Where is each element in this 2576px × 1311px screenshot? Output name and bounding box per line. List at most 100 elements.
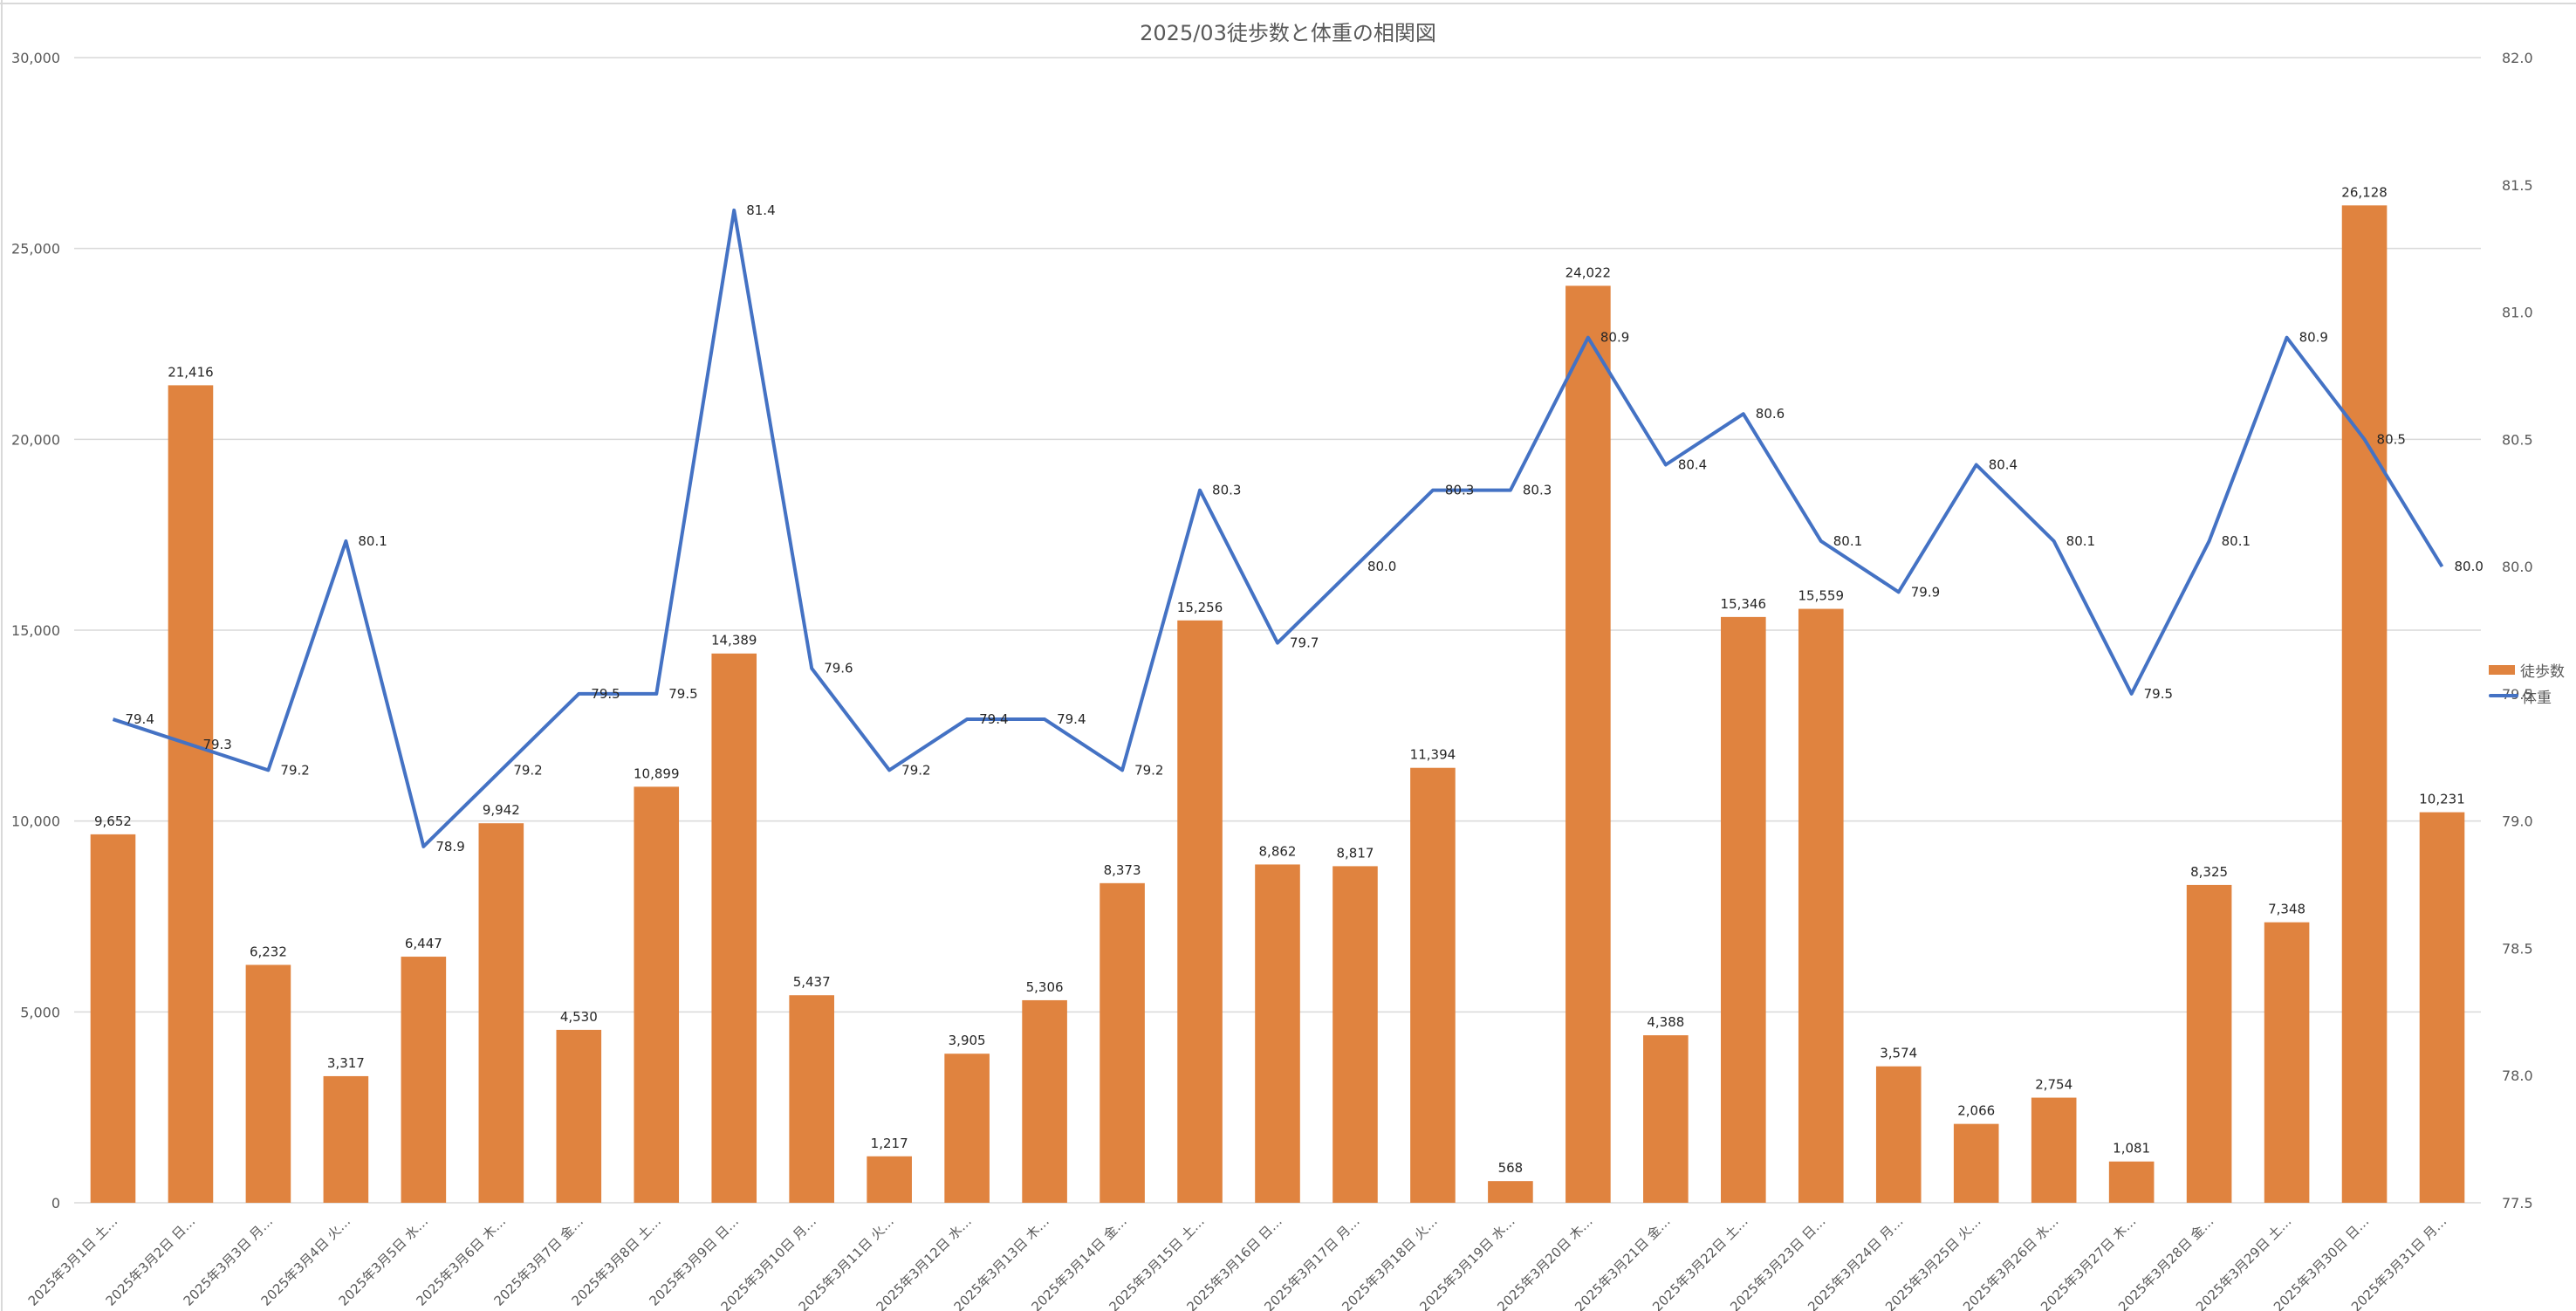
chart-title: 2025/03徒歩数と体重の相関図 [1140, 21, 1436, 45]
bar-data-label: 8,373 [1104, 862, 1141, 878]
legend-swatch-bar [2489, 664, 2515, 675]
bar [1100, 882, 1145, 1203]
line-data-label: 79.9 [1911, 584, 1940, 600]
line-data-label: 79.2 [280, 762, 309, 778]
y-right-tick-label: 81.5 [2502, 177, 2533, 194]
bar-data-label: 2,066 [1957, 1103, 1995, 1119]
line-data-label: 79.2 [1134, 762, 1163, 778]
bar [711, 653, 757, 1203]
bar-data-label: 3,574 [1880, 1046, 1917, 1061]
y-right-tick-label: 80.5 [2502, 431, 2533, 448]
line-data-label: 79.5 [591, 686, 620, 702]
bar-data-label: 8,862 [1259, 843, 1297, 859]
legend-label: 徒歩数 [2520, 662, 2565, 681]
bar [2108, 1161, 2155, 1203]
line-data-label: 80.0 [2455, 559, 2484, 574]
bar-data-label: 5,437 [793, 974, 831, 990]
bar [1177, 620, 1223, 1203]
line-data-label: 80.1 [2066, 533, 2095, 549]
y-right-tick-label: 78.0 [2502, 1067, 2533, 1084]
bar-data-label: 10,899 [634, 765, 680, 781]
bar-data-label: 21,416 [168, 364, 214, 380]
bar [1333, 866, 1378, 1203]
bar-data-label: 8,817 [1336, 845, 1374, 861]
bar [1255, 864, 1300, 1203]
bar-data-label: 6,232 [250, 944, 287, 959]
line-data-label: 79.4 [979, 711, 1008, 727]
line-data-label: 80.3 [1445, 483, 1474, 498]
line-data-label: 78.9 [435, 839, 464, 855]
bar [634, 786, 680, 1203]
bar [2341, 205, 2388, 1204]
bar [1410, 767, 1456, 1203]
bar [1565, 285, 1611, 1203]
legend-label: 体重 [2522, 689, 2552, 707]
line-data-label: 79.2 [513, 762, 542, 778]
line-data-label: 80.0 [1367, 559, 1396, 574]
bar-data-label: 3,905 [949, 1033, 986, 1048]
line-data-label: 80.4 [1989, 456, 2018, 472]
legend-swatch-line [2489, 694, 2518, 697]
y-left-tick-label: 0 [51, 1195, 60, 1211]
bar [1721, 616, 1766, 1203]
bar-data-label: 24,022 [1565, 264, 1612, 280]
bar-data-label: 9,652 [94, 813, 132, 829]
y-left-tick-label: 10,000 [11, 813, 60, 830]
bar-data-label: 4,388 [1647, 1014, 1684, 1030]
line-data-label: 80.9 [1600, 330, 1629, 346]
line-data-label: 80.1 [358, 533, 387, 549]
y-left-tick-label: 15,000 [11, 622, 60, 639]
line-data-label: 79.3 [202, 737, 231, 752]
line-data-label: 79.5 [2144, 686, 2173, 702]
y-right-tick-label: 81.0 [2502, 305, 2533, 321]
bar [789, 995, 834, 1203]
y-right-tick-label: 78.5 [2502, 940, 2533, 957]
y-left-tick-label: 25,000 [11, 241, 60, 257]
legend-item-weight: 体重 [2489, 683, 2565, 709]
legend-item-steps: 徒歩数 [2489, 656, 2565, 683]
bar-data-label: 3,317 [327, 1055, 365, 1071]
bar-data-label: 9,942 [483, 802, 520, 818]
bar-data-label: 15,559 [1798, 588, 1845, 604]
bar [1953, 1123, 1999, 1203]
bar [245, 964, 291, 1203]
bar-data-label: 2,754 [2035, 1077, 2072, 1093]
bar [1022, 999, 1067, 1203]
bar-data-label: 14,389 [711, 633, 757, 649]
bar [556, 1029, 602, 1203]
bar-data-label: 11,394 [1410, 747, 1456, 763]
bar [1875, 1066, 1922, 1203]
bar-data-label: 5,306 [1026, 979, 1064, 995]
bar-data-label: 15,346 [1721, 596, 1767, 612]
bar [2186, 884, 2232, 1203]
line-data-label: 79.6 [824, 661, 853, 676]
line-data-label: 79.4 [1057, 711, 1086, 727]
bar [1488, 1181, 1533, 1203]
bar [944, 1054, 990, 1203]
bar-data-label: 1,217 [871, 1136, 908, 1151]
y-right-tick-label: 77.5 [2502, 1195, 2533, 1211]
line-data-label: 81.4 [746, 202, 775, 218]
bar [2419, 812, 2465, 1203]
legend: 徒歩数 体重 [2489, 656, 2565, 709]
y-left-tick-label: 5,000 [20, 1004, 60, 1020]
bar [478, 823, 524, 1203]
line-data-label: 79.4 [125, 711, 154, 727]
bar-data-label: 10,231 [2419, 792, 2465, 807]
line-data-label: 79.5 [668, 686, 697, 702]
bar-data-label: 1,081 [2113, 1141, 2150, 1157]
line-data-label: 79.7 [1290, 635, 1319, 651]
line-data-label: 80.3 [1523, 483, 1552, 498]
bar [2031, 1097, 2077, 1203]
bar-data-label: 568 [1498, 1160, 1524, 1176]
bar-data-label: 15,256 [1177, 600, 1223, 615]
line-data-label: 79.2 [901, 762, 930, 778]
bar [867, 1156, 912, 1203]
bar [90, 834, 136, 1203]
line-data-label: 80.5 [2377, 431, 2406, 447]
bar-data-label: 4,530 [560, 1009, 598, 1025]
line-data-label: 80.1 [2222, 533, 2251, 549]
line-data-label: 80.1 [1833, 533, 1862, 549]
bar-data-label: 26,128 [2341, 184, 2388, 200]
